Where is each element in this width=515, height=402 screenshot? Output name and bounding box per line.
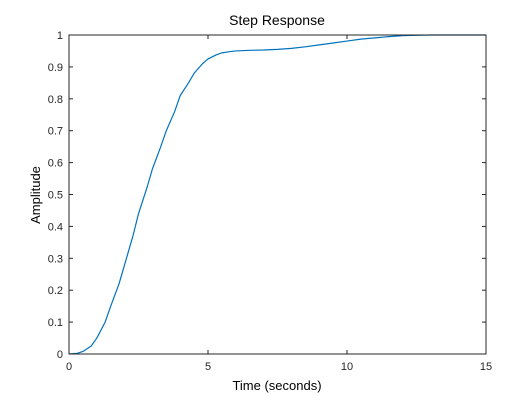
y-tick-label: 0.2 (48, 285, 63, 297)
x-tick-label: 5 (205, 361, 211, 373)
x-tick-label: 10 (341, 361, 353, 373)
y-tick-label: 0.8 (48, 94, 63, 106)
chart-title: Step Response (229, 12, 325, 28)
y-tick-label: 0 (57, 349, 63, 361)
tick-group: 0 5 10 15 0 0.1 0.2 0.3 0.4 0.5 0.6 0.7 0.8 0.9 1 (48, 30, 492, 373)
x-tick-label: 0 (66, 361, 72, 373)
y-tick-label: 1 (57, 30, 63, 42)
y-axis-title: Amplitude (28, 166, 43, 224)
series-group (68, 34, 486, 355)
y-tick-label: 0.1 (48, 317, 63, 329)
step-response-line (68, 34, 486, 355)
y-tick-label: 0.6 (48, 158, 63, 170)
y-tick-label: 0.7 (48, 126, 63, 138)
x-tick-label: 15 (480, 361, 492, 373)
x-axis-title: Time (seconds) (232, 378, 321, 393)
plot-frame (68, 34, 487, 355)
y-tick-label: 0.4 (48, 221, 63, 233)
y-tick-label: 0.5 (48, 190, 63, 202)
y-tick-label: 0.9 (48, 62, 63, 74)
y-tick-label: 0.3 (48, 253, 63, 265)
